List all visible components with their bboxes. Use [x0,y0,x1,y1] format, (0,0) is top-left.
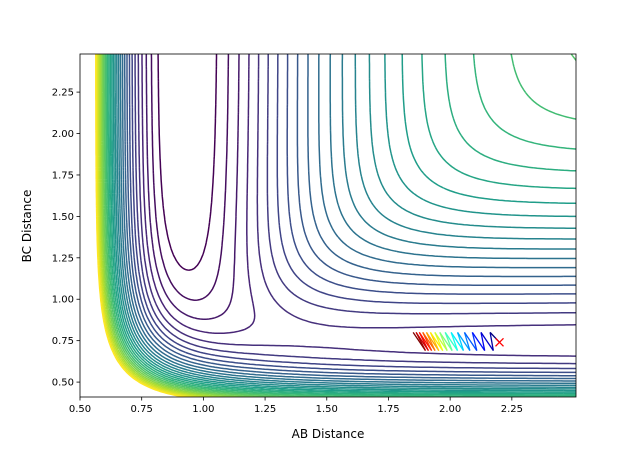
trajectory-segment [444,332,459,351]
contour-level [123,54,576,380]
contour-level [95,54,189,397]
contour-level [157,54,218,271]
contour-level [145,54,240,320]
contour-level [126,54,576,377]
contour-level [117,54,576,387]
trajectory-segment [439,332,453,351]
x-axis-ticks: 0.50 0.75 1.00 1.25 1.50 1.75 2.00 2.25 [69,397,523,415]
x-tick-label: 2.00 [439,404,461,415]
contour-level [102,54,305,397]
y-axis-label: BC Distance [20,190,34,263]
contour-level [131,54,576,370]
trajectory-segment [463,332,471,351]
x-axis-label: AB Distance [292,427,365,441]
contour-level [105,54,576,397]
y-tick-label: 2.00 [52,129,74,140]
contour-level [121,54,576,382]
trajectory-segment [471,332,486,351]
contour-level [99,54,230,397]
contour-level [119,54,576,384]
trajectory-segment [480,332,486,351]
contour-level [109,54,576,395]
trajectory-segment [434,332,448,351]
y-tick-label: 1.25 [52,253,74,264]
contour-level [106,54,576,397]
contour-level [141,54,256,335]
y-tick-label: 2.25 [52,88,74,99]
trajectory-segment [471,332,478,351]
contour-level [112,54,576,392]
trajectory-segment [450,332,459,351]
contour-level [108,54,576,396]
contour-level [114,54,576,390]
x-tick-label: 0.50 [69,404,91,415]
end-marker [495,337,504,347]
x-tick-label: 1.75 [377,404,399,415]
y-axis-ticks: 0.50 0.75 1.00 1.25 1.50 1.75 2.00 2.25 [52,88,80,389]
contour-level [100,54,247,397]
y-tick-label: 1.75 [52,170,74,181]
contour-level [128,54,576,374]
trajectory-segment [429,332,444,351]
trajectory-segment [450,332,465,351]
y-tick-label: 0.50 [52,378,74,389]
contour-level [116,54,576,388]
contour-level [98,54,217,397]
trajectory-segment [439,332,448,351]
contour-level [134,54,576,365]
trajectory-segment [463,332,478,351]
x-tick-label: 1.25 [254,404,276,415]
contour-level [111,54,576,393]
contour-level [104,54,576,397]
x-tick-label: 1.00 [192,404,214,415]
plot-frame [79,53,577,398]
contour-level [137,54,576,357]
x-tick-label: 0.75 [131,404,153,415]
trajectory-segment [457,332,471,351]
trajectory [412,331,500,351]
y-tick-label: 0.75 [52,336,74,347]
trajectory-segment [444,332,453,351]
y-tick-label: 1.00 [52,295,74,306]
contour-level [97,54,206,397]
x-tick-label: 2.25 [501,404,523,415]
end-x-marker-icon [495,337,504,347]
contour-level [96,54,197,397]
trajectory-segment [489,332,494,351]
contour-level [101,54,270,397]
x-tick-label: 1.50 [316,404,338,415]
y-tick-label: 1.50 [52,212,74,223]
trajectory-segment [456,332,465,351]
contour-lines [95,54,576,397]
trajectory-segment [480,332,494,351]
contour-level [150,54,230,301]
